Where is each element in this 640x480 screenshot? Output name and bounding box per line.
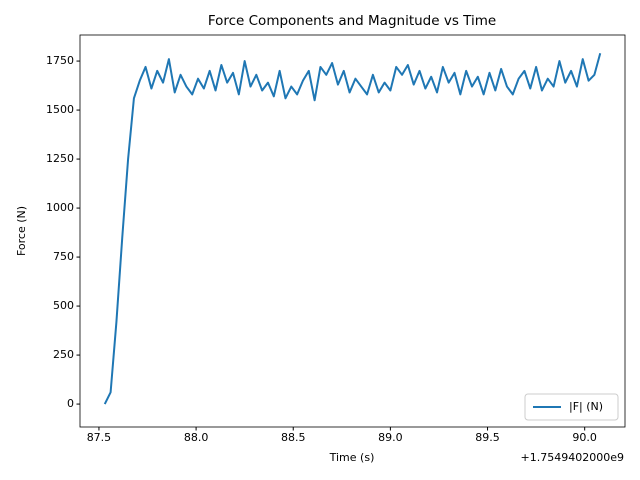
x-tick-label: 87.5 — [87, 431, 112, 444]
y-tick-label: 750 — [53, 250, 74, 263]
x-axis-label: Time (s) — [329, 451, 375, 464]
y-axis-label: Force (N) — [15, 206, 28, 256]
y-tick-label: 1000 — [46, 201, 74, 214]
x-tick-label: 88.0 — [184, 431, 209, 444]
y-tick-label: 250 — [53, 348, 74, 361]
x-tick-label: 89.5 — [475, 431, 500, 444]
y-tick-label: 1750 — [46, 54, 74, 67]
y-tick-label: 1500 — [46, 103, 74, 116]
x-tick-label: 88.5 — [281, 431, 306, 444]
x-offset-text: +1.7549402000e9 — [521, 451, 624, 464]
x-tick-label: 89.0 — [378, 431, 403, 444]
y-tick-label: 0 — [67, 397, 74, 410]
y-tick-label: 500 — [53, 299, 74, 312]
data-line — [103, 52, 602, 405]
chart-title: Force Components and Magnitude vs Time — [208, 13, 496, 29]
legend-box — [524, 393, 619, 421]
y-tick-label: 1250 — [46, 152, 74, 165]
plot-frame — [79, 34, 626, 428]
x-tick-label: 90.0 — [572, 431, 597, 444]
legend-label: |F| (N) — [569, 400, 603, 413]
